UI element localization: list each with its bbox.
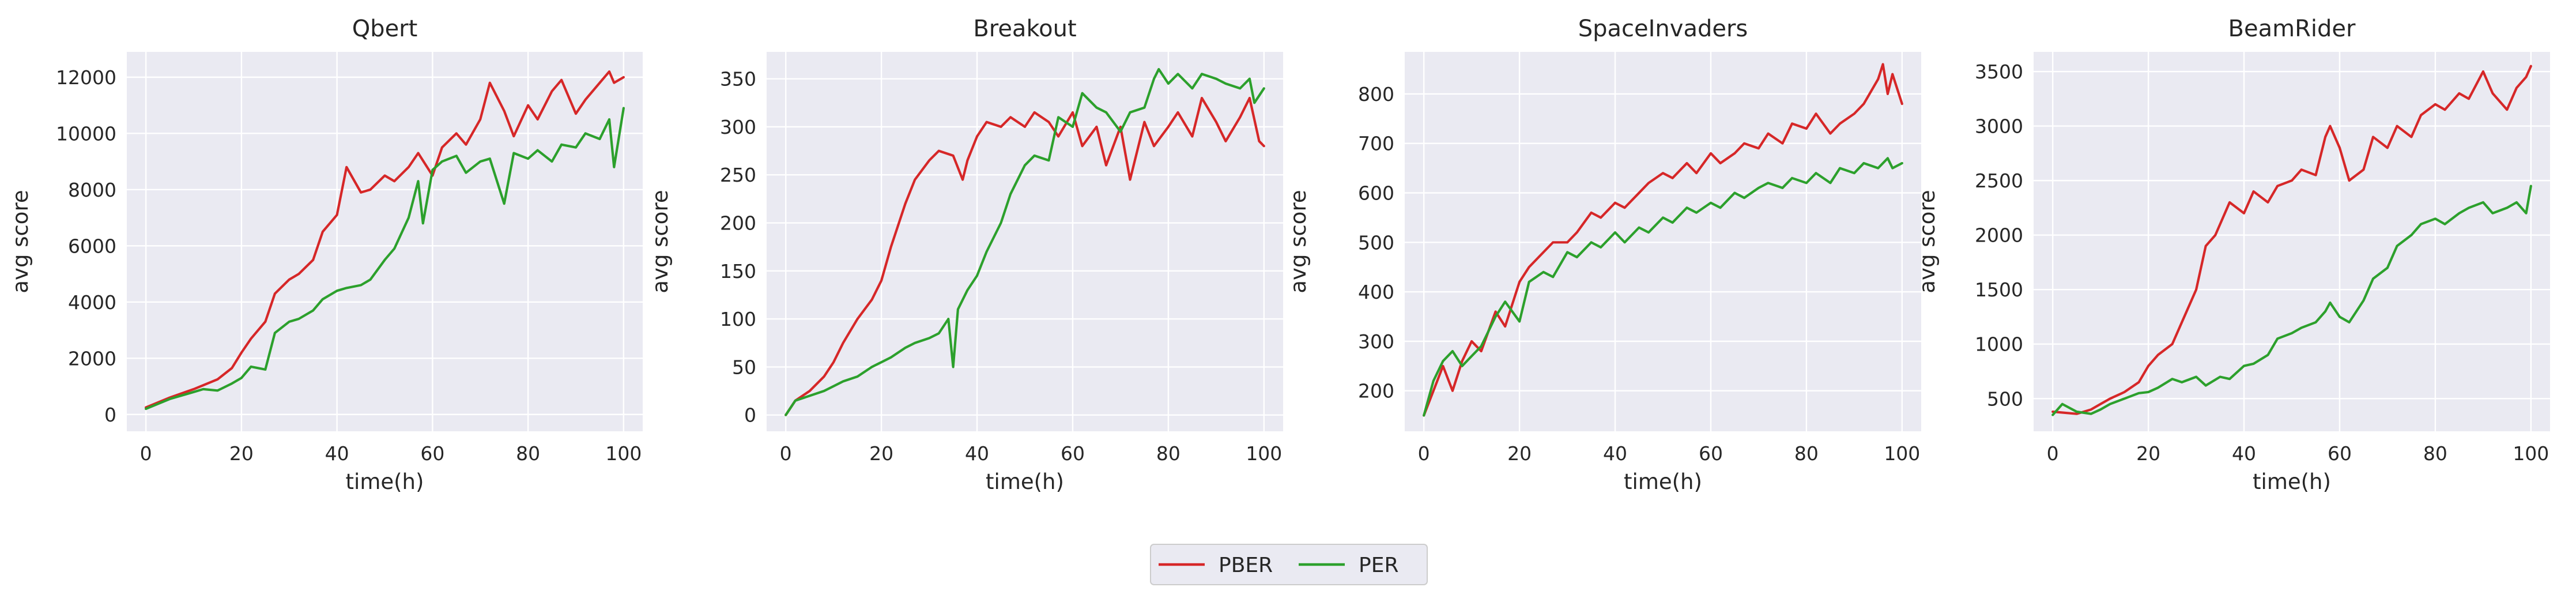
chart-beamrider-x-tick-label: 100	[2513, 442, 2549, 465]
chart-beamrider-x-tick-label: 40	[2232, 442, 2256, 465]
chart-spaceinvaders-series-pber	[1423, 63, 1903, 417]
chart-breakout-series-pber	[785, 96, 1265, 416]
chart-breakout-series-per	[785, 67, 1265, 416]
chart-beamrider-x-tick-label: 60	[2328, 442, 2352, 465]
chart-beamrider-y-axis-label: avg score	[1915, 190, 1940, 293]
chart-qbert-y-tick-label: 4000	[68, 291, 116, 314]
chart-qbert-y-tick-label: 6000	[68, 235, 116, 257]
chart-breakout-y-tick-label: 350	[720, 68, 756, 91]
chart-qbert: 0 20 40 60 80 100 0 2000 4000 6000 8000 10000 12000 Q…	[8, 16, 643, 494]
chart-breakout-x-tick-label: 20	[869, 442, 893, 465]
chart-qbert-series-pber	[145, 70, 625, 409]
chart-spaceinvaders-y-tick-label: 300	[1358, 330, 1394, 353]
chart-beamrider-x-tick-label: 80	[2423, 442, 2447, 465]
chart-beamrider-y-tick-label: 500	[1987, 387, 2023, 410]
chart-breakout-x-axis-label: time(h)	[986, 469, 1064, 494]
chart-spaceinvaders-y-tick-label: 400	[1358, 281, 1394, 303]
chart-qbert-y-tick-label: 12000	[56, 66, 116, 89]
chart-spaceinvaders-plot-area	[1405, 52, 1921, 431]
chart-qbert-plot-area	[127, 52, 643, 431]
chart-beamrider-y-tick-label: 2000	[1975, 224, 2023, 247]
chart-beamrider-y-tick-label: 3500	[1975, 61, 2023, 83]
chart-beamrider-x-axis-label: time(h)	[2253, 469, 2331, 494]
chart-breakout-y-tick-label: 150	[720, 260, 756, 283]
legend-box	[1150, 544, 1428, 585]
legend: PBER PER	[1150, 544, 1428, 585]
chart-breakout-y-tick-label: 200	[720, 212, 756, 235]
chart-qbert-x-tick-label: 80	[516, 442, 540, 465]
chart-spaceinvaders-x-tick-label: 40	[1603, 442, 1627, 465]
chart-spaceinvaders-x-tick-label: 60	[1699, 442, 1723, 465]
chart-qbert-x-tick-label: 100	[605, 442, 642, 465]
chart-breakout-y-tick-label: 50	[732, 356, 756, 378]
legend-label-pber: PBER	[1219, 554, 1273, 577]
chart-breakout-y-tick-label: 300	[720, 116, 756, 138]
chart-beamrider-y-tick-label: 1000	[1975, 333, 2023, 356]
chart-spaceinvaders-x-tick-label: 100	[1884, 442, 1920, 465]
chart-beamrider-y-tick-label: 3000	[1975, 115, 2023, 138]
chart-qbert-x-tick-label: 0	[140, 442, 152, 465]
chart-breakout-y-tick-label: 0	[744, 404, 756, 427]
chart-breakout-x-tick-label: 80	[1156, 442, 1180, 465]
chart-qbert-y-tick-label: 0	[104, 404, 116, 426]
chart-spaceinvaders: 0 20 40 60 80 100 200 300 400 500 600 700 800 SpaceIn…	[1286, 16, 1921, 494]
chart-qbert-y-tick-label: 2000	[68, 347, 116, 370]
chart-breakout-x-tick-label: 0	[780, 442, 792, 465]
chart-spaceinvaders-title: SpaceInvaders	[1578, 16, 1748, 42]
chart-qbert-series-per	[145, 107, 625, 411]
chart-breakout-plot-area	[767, 52, 1283, 431]
chart-spaceinvaders-y-tick-label: 800	[1358, 83, 1394, 106]
chart-beamrider-series-per	[2051, 185, 2532, 416]
chart-beamrider-y-tick-label: 2500	[1975, 170, 2023, 192]
chart-spaceinvaders-x-tick-label: 20	[1507, 442, 1532, 465]
chart-qbert-x-axis-label: time(h)	[346, 469, 424, 494]
chart-qbert-x-tick-label: 60	[420, 442, 444, 465]
chart-beamrider-title: BeamRider	[2228, 16, 2356, 42]
chart-beamrider-plot-area	[2034, 52, 2550, 431]
chart-breakout-y-tick-label: 100	[720, 308, 756, 330]
chart-breakout-y-tick-label: 250	[720, 164, 756, 186]
chart-breakout-x-tick-label: 60	[1061, 442, 1085, 465]
chart-beamrider: 0 20 40 60 80 100 500 1000 1500 2000 2500 3000 3500 B…	[1915, 16, 2550, 494]
chart-spaceinvaders-series-per	[1423, 157, 1903, 417]
chart-breakout-y-axis-label: avg score	[648, 190, 673, 293]
chart-qbert-y-tick-label: 8000	[68, 179, 116, 201]
chart-breakout-x-tick-label: 40	[965, 442, 989, 465]
chart-spaceinvaders-x-axis-label: time(h)	[1624, 469, 1702, 494]
chart-breakout-title: Breakout	[973, 16, 1076, 42]
chart-beamrider-x-tick-label: 0	[2047, 442, 2059, 465]
chart-qbert-y-axis-label: avg score	[8, 190, 33, 293]
chart-qbert-x-tick-label: 40	[325, 442, 349, 465]
chart-beamrider-x-tick-label: 20	[2136, 442, 2160, 465]
chart-breakout-x-tick-label: 100	[1246, 442, 1282, 465]
chart-spaceinvaders-x-tick-label: 80	[1794, 442, 1819, 465]
chart-spaceinvaders-y-tick-label: 500	[1358, 231, 1394, 254]
chart-qbert-title: Qbert	[352, 16, 418, 42]
chart-spaceinvaders-y-tick-label: 600	[1358, 182, 1394, 204]
chart-spaceinvaders-y-axis-label: avg score	[1286, 190, 1311, 293]
chart-beamrider-series-pber	[2051, 65, 2532, 415]
chart-breakout: 0 20 40 60 80 100 0 50 100 150 200 250 300 350 Breakou…	[648, 16, 1283, 494]
chart-spaceinvaders-x-tick-label: 0	[1418, 442, 1430, 465]
chart-spaceinvaders-y-tick-label: 200	[1358, 380, 1394, 402]
chart-beamrider-y-tick-label: 1500	[1975, 279, 2023, 301]
chart-qbert-x-tick-label: 20	[229, 442, 254, 465]
chart-qbert-y-tick-label: 10000	[56, 122, 116, 145]
legend-label-per: PER	[1359, 554, 1398, 577]
chart-spaceinvaders-y-tick-label: 700	[1358, 133, 1394, 155]
